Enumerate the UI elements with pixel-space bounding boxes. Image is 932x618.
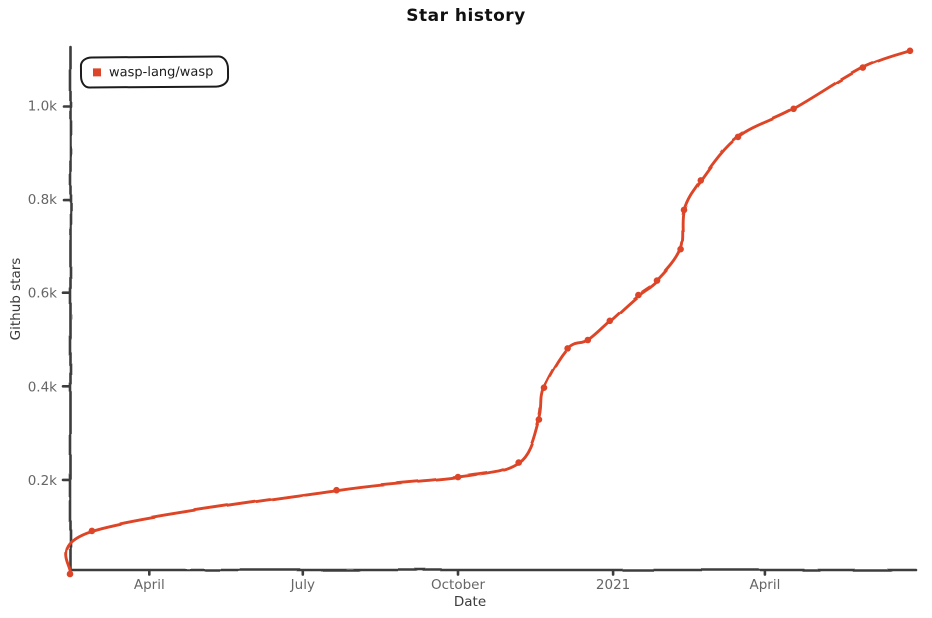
data-point-0-12 xyxy=(677,245,684,253)
y-tick-label-4: 1.0k xyxy=(28,99,57,115)
tick-labels-group: 0.2k 0.4k 0.6k 0.8k 1.0k April July October 2021… xyxy=(28,99,781,594)
axes-path xyxy=(62,45,918,576)
x-tick-label-3: 2021 xyxy=(596,577,630,593)
data-point-0-1 xyxy=(88,527,96,535)
data-point-0-3 xyxy=(454,473,462,481)
data-point-0-4 xyxy=(515,459,522,466)
data-point-0-10 xyxy=(635,291,642,299)
y-tick-label-1: 0.4k xyxy=(28,379,57,395)
chart-title: Star history xyxy=(406,6,526,26)
data-point-0-2 xyxy=(333,486,340,494)
y-tick-label-3: 0.8k xyxy=(28,192,57,208)
data-point-0-0 xyxy=(66,570,74,578)
axes-group xyxy=(62,45,918,576)
x-tick-label-4: April xyxy=(749,577,780,593)
data-point-0-9 xyxy=(606,317,614,325)
data-point-0-16 xyxy=(790,105,797,113)
series-marker-icon xyxy=(92,68,102,77)
y-tick-label-2: 0.6k xyxy=(28,286,57,302)
data-point-0-17 xyxy=(859,64,867,71)
x-tick-label-2: October xyxy=(431,577,485,593)
y-axis-title: Github stars xyxy=(8,257,24,341)
data-point-0-7 xyxy=(564,345,571,352)
legend: wasp-lang/wasp xyxy=(79,55,230,89)
x-tick-label-1: July xyxy=(290,577,315,593)
data-point-0-5 xyxy=(535,416,543,423)
legend-series-label: wasp-lang/wasp xyxy=(108,64,214,80)
series-line-wasp-lang/wasp xyxy=(64,49,912,576)
data-point-0-18 xyxy=(906,47,914,55)
x-tick-label-0: April xyxy=(134,577,165,593)
data-point-0-13 xyxy=(680,206,688,214)
series-group xyxy=(64,47,914,578)
data-point-0-8 xyxy=(584,336,592,344)
data-point-0-15 xyxy=(734,133,742,141)
x-axis-title: Date xyxy=(453,594,487,610)
y-tick-label-0: 0.2k xyxy=(28,473,57,489)
data-point-0-11 xyxy=(653,277,661,284)
data-point-0-14 xyxy=(697,177,705,184)
data-point-0-6 xyxy=(540,384,548,392)
